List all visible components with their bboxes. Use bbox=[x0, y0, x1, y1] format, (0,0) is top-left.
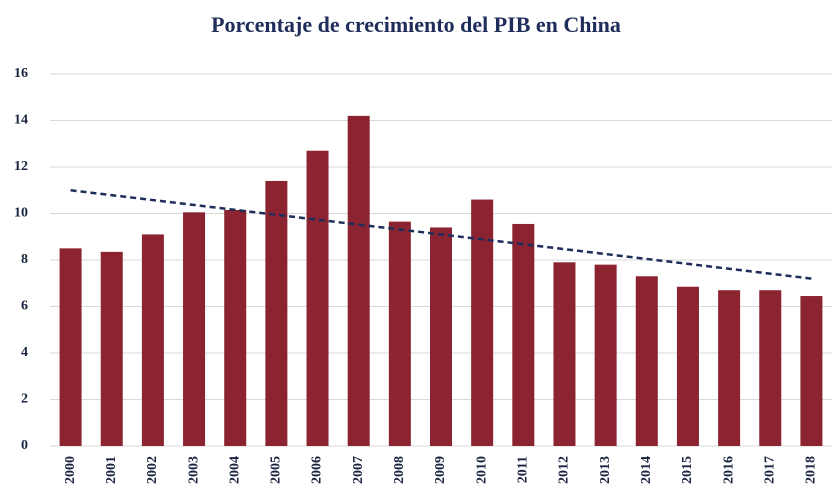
y-tick-label: 14 bbox=[14, 113, 28, 128]
x-tick-label: 2013 bbox=[598, 456, 613, 484]
bar bbox=[759, 290, 782, 446]
bar bbox=[718, 290, 741, 446]
y-tick-label: 2 bbox=[21, 392, 28, 407]
x-tick-label: 2004 bbox=[227, 456, 242, 484]
x-tick-label: 2006 bbox=[310, 456, 325, 484]
x-tick-label: 2007 bbox=[351, 456, 366, 484]
chart-title: Porcentaje de crecimiento del PIB en Chi… bbox=[211, 12, 621, 37]
x-tick-label: 2014 bbox=[639, 456, 654, 484]
bar bbox=[553, 262, 576, 446]
bar bbox=[430, 227, 452, 446]
y-tick-label: 8 bbox=[21, 252, 28, 267]
bar bbox=[306, 150, 329, 446]
y-tick-label: 12 bbox=[14, 159, 28, 174]
bar bbox=[347, 115, 370, 446]
bar bbox=[800, 296, 823, 446]
x-tick-label: 2005 bbox=[269, 456, 284, 484]
bar bbox=[265, 180, 288, 446]
trend-line bbox=[70, 189, 812, 280]
bar bbox=[594, 264, 617, 446]
x-tick-label: 2018 bbox=[804, 456, 819, 484]
x-tick-label: 2012 bbox=[557, 456, 572, 484]
bar bbox=[59, 248, 82, 446]
x-tick-label: 2000 bbox=[63, 456, 78, 484]
y-tick-label: 6 bbox=[21, 299, 28, 314]
bar bbox=[100, 251, 123, 446]
bar bbox=[512, 223, 535, 446]
x-tick-label: 2011 bbox=[516, 456, 531, 483]
bar bbox=[224, 210, 247, 446]
y-tick-label: 16 bbox=[14, 66, 28, 81]
y-tick-label: 10 bbox=[14, 206, 28, 221]
x-tick-label: 2016 bbox=[721, 456, 736, 484]
bar bbox=[183, 212, 206, 446]
y-tick-label: 0 bbox=[21, 438, 28, 453]
bar bbox=[141, 234, 164, 446]
x-tick-label: 2009 bbox=[433, 456, 448, 484]
bar bbox=[388, 221, 411, 446]
x-tick-label: 2015 bbox=[680, 456, 695, 484]
x-tick-label: 2017 bbox=[762, 456, 777, 484]
bar bbox=[471, 199, 494, 446]
x-tick-label: 2002 bbox=[145, 456, 160, 484]
x-tick-label: 2003 bbox=[186, 456, 201, 484]
bar bbox=[635, 276, 658, 446]
x-tick-label: 2001 bbox=[104, 456, 119, 484]
bar bbox=[676, 286, 699, 446]
y-tick-label: 4 bbox=[21, 345, 28, 360]
x-tick-label: 2008 bbox=[392, 456, 407, 484]
x-tick-label: 2010 bbox=[474, 456, 489, 484]
